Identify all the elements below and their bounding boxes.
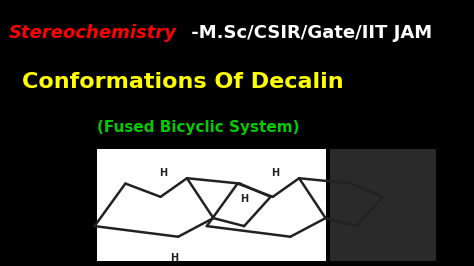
Text: Conformations Of Decalin: Conformations Of Decalin [22,72,344,92]
Text: -M.Sc/CSIR/Gate/IIT JAM: -M.Sc/CSIR/Gate/IIT JAM [185,24,432,42]
Text: H: H [159,168,167,178]
FancyBboxPatch shape [330,149,436,261]
Text: Stereochemistry: Stereochemistry [9,24,177,42]
FancyBboxPatch shape [97,149,326,261]
Text: H: H [271,168,279,178]
Text: (Fused Bicyclic System): (Fused Bicyclic System) [97,120,299,135]
Text: H: H [240,194,248,205]
Text: H: H [170,253,178,263]
